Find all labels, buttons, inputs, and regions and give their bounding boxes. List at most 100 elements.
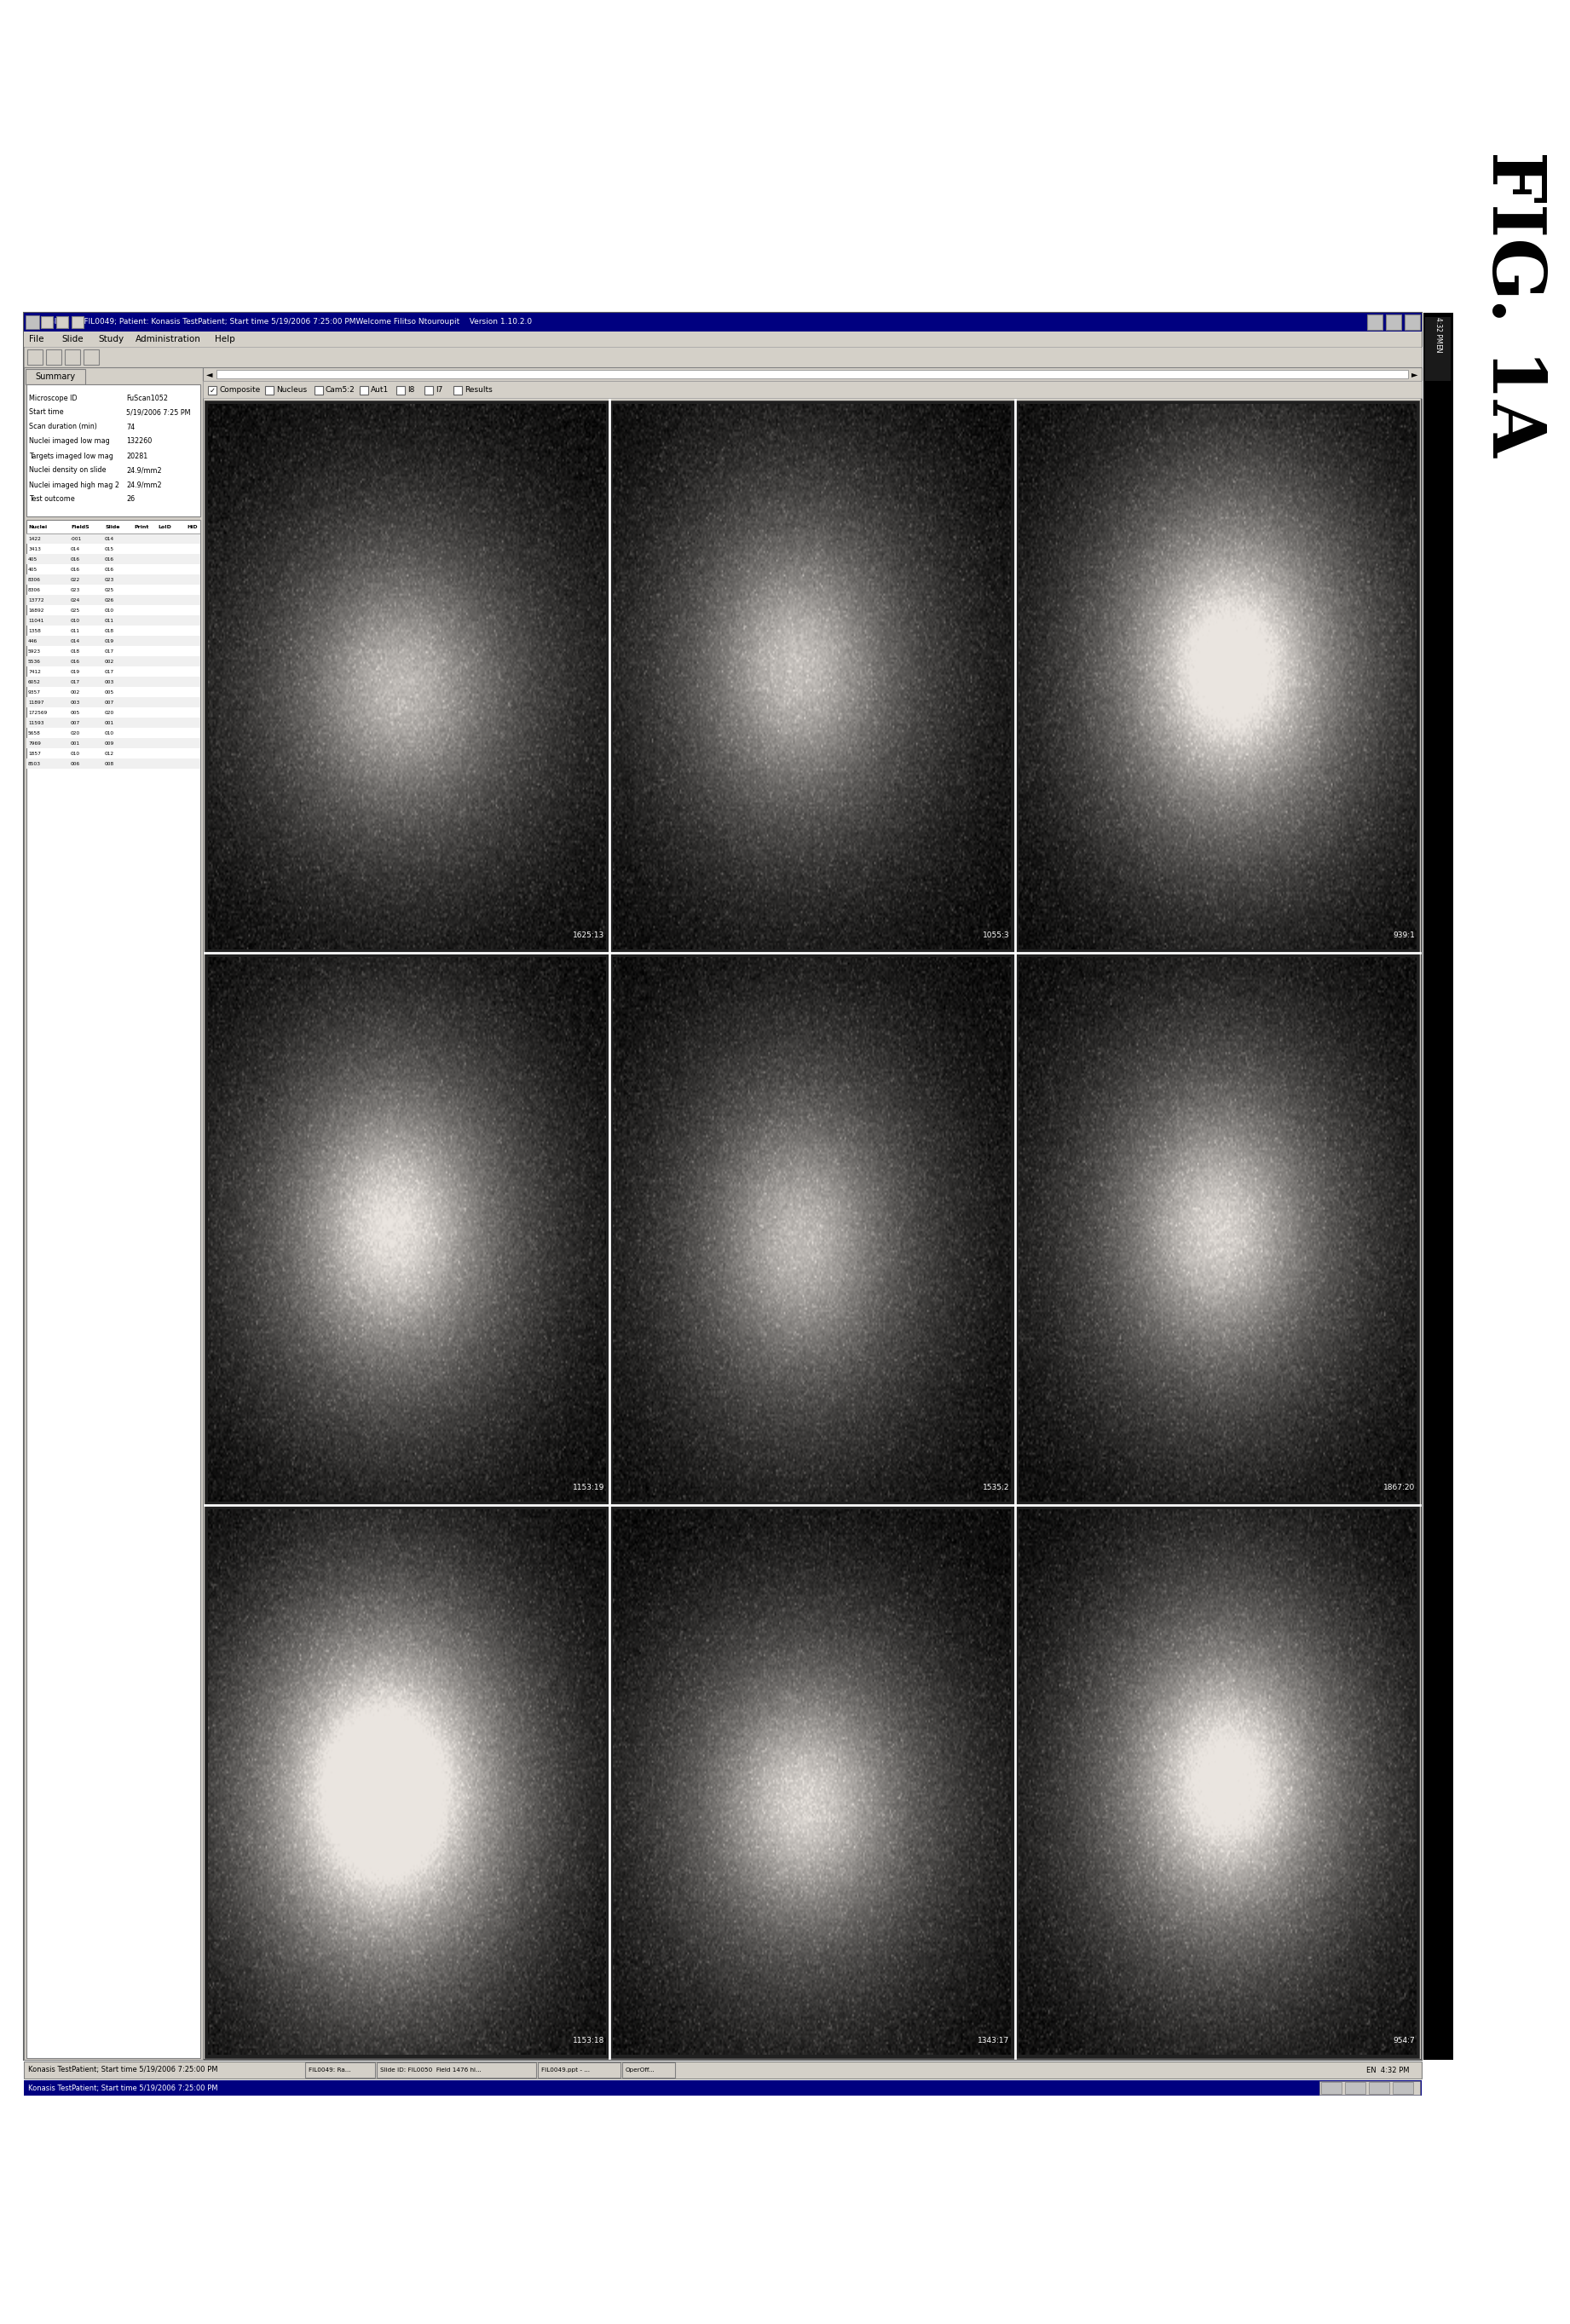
Text: 025: 025	[71, 609, 80, 614]
Text: Nuclei density on slide: Nuclei density on slide	[28, 467, 107, 474]
Bar	[27, 521, 201, 2059]
Text: 016: 016	[105, 567, 115, 572]
Text: 1867:20: 1867:20	[1383, 1485, 1415, 1492]
Text: 24.9/mm2: 24.9/mm2	[126, 467, 162, 474]
Text: Nuclei imaged high mag 2: Nuclei imaged high mag 2	[28, 481, 119, 488]
Text: 405: 405	[28, 558, 38, 562]
Bar	[1369, 2082, 1389, 2094]
Bar	[27, 718, 201, 727]
Text: 019: 019	[105, 639, 115, 644]
Text: 026: 026	[105, 600, 115, 602]
Text: 020: 020	[71, 732, 80, 737]
Bar	[27, 595, 201, 604]
Text: Composite: Composite	[220, 386, 261, 393]
Bar	[1386, 314, 1402, 330]
Text: Microscope ID: Microscope ID	[28, 395, 77, 402]
Text: 016: 016	[105, 558, 115, 562]
Text: 405: 405	[28, 567, 38, 572]
Text: EN: EN	[1433, 344, 1441, 353]
Bar	[207, 386, 217, 395]
Bar	[27, 655, 201, 667]
Text: 11897: 11897	[28, 702, 44, 704]
Bar	[609, 1506, 1014, 2059]
Bar	[27, 535, 201, 544]
Text: 005: 005	[71, 711, 80, 716]
Bar	[27, 739, 201, 748]
Text: Test outcome: Test outcome	[28, 495, 75, 504]
Bar	[305, 2061, 375, 2078]
Bar	[265, 386, 273, 395]
Text: 011: 011	[71, 630, 80, 634]
Text: 015: 015	[105, 548, 115, 551]
Text: 20281: 20281	[126, 453, 148, 460]
Text: 9357: 9357	[28, 690, 41, 695]
Bar	[1393, 2082, 1413, 2094]
Bar	[1345, 2082, 1366, 2094]
Bar	[27, 383, 201, 516]
Bar	[24, 332, 1422, 346]
Bar	[1014, 953, 1419, 1506]
Text: 1153:19: 1153:19	[573, 1485, 604, 1492]
Text: 017: 017	[105, 669, 115, 674]
Text: 018: 018	[105, 630, 115, 634]
Text: 020: 020	[105, 711, 115, 716]
Bar	[609, 400, 1014, 953]
Bar	[83, 349, 99, 365]
Bar	[24, 314, 1422, 2059]
Text: I8: I8	[407, 386, 414, 393]
Text: 1055:3: 1055:3	[983, 932, 1010, 939]
Text: FIL0049.ppt - ...: FIL0049.ppt - ...	[542, 2068, 590, 2073]
Text: FieldS: FieldS	[71, 525, 89, 530]
Bar	[1319, 2080, 1419, 2094]
Text: 3413: 3413	[28, 548, 41, 551]
Text: 1625:13: 1625:13	[573, 932, 604, 939]
Text: Slide ID: FIL0049; Patient: Konasis TestPatient; Start time 5/19/2006 7:25:00 PM: Slide ID: FIL0049; Patient: Konasis Test…	[49, 318, 532, 325]
Text: 13772: 13772	[28, 600, 44, 602]
Text: 014: 014	[71, 639, 80, 644]
Bar	[27, 697, 201, 706]
Text: 025: 025	[105, 588, 115, 593]
Text: 018: 018	[71, 651, 80, 653]
Text: Aut1: Aut1	[371, 386, 388, 393]
Bar	[217, 370, 1408, 379]
Bar	[204, 953, 609, 1506]
Text: OperOff...: OperOff...	[625, 2068, 655, 2073]
Text: 1343:17: 1343:17	[978, 2036, 1010, 2045]
Text: Slide: Slide	[61, 335, 83, 344]
Bar	[25, 316, 39, 330]
Text: 001: 001	[71, 741, 80, 746]
Text: 11593: 11593	[28, 720, 44, 725]
Text: 8503: 8503	[28, 762, 41, 767]
Text: 7969: 7969	[28, 741, 41, 746]
Bar	[27, 349, 42, 365]
Bar	[24, 2080, 1422, 2096]
Text: LoID: LoID	[157, 525, 171, 530]
Text: Study: Study	[99, 335, 124, 344]
Text: 016: 016	[71, 660, 80, 665]
Text: 74: 74	[126, 423, 135, 430]
Bar	[360, 386, 367, 395]
Bar	[27, 637, 201, 646]
Text: 11041: 11041	[28, 618, 44, 623]
Bar	[203, 381, 1422, 397]
Text: 5536: 5536	[28, 660, 41, 665]
Bar	[539, 2061, 620, 2078]
Text: Start time: Start time	[28, 409, 64, 416]
Bar	[57, 316, 68, 328]
Text: 009: 009	[105, 741, 115, 746]
Text: 8306: 8306	[28, 579, 41, 583]
Bar	[204, 1506, 609, 2059]
Bar	[1320, 2082, 1342, 2094]
Text: 4:32 PM: 4:32 PM	[1433, 316, 1441, 344]
Text: 939:1: 939:1	[1393, 932, 1415, 939]
Text: 002: 002	[71, 690, 80, 695]
Text: Nuclei: Nuclei	[28, 525, 47, 530]
Bar	[64, 349, 80, 365]
Bar	[1367, 314, 1383, 330]
Bar	[27, 616, 201, 625]
Text: 007: 007	[105, 702, 115, 704]
Text: 446: 446	[28, 639, 38, 644]
Bar	[27, 676, 201, 688]
Bar	[425, 386, 433, 395]
Text: I7: I7	[436, 386, 443, 393]
